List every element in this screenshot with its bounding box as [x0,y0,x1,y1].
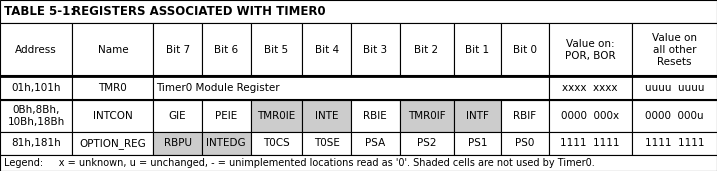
Text: xxxx  xxxx: xxxx xxxx [562,83,618,93]
Text: Bit 0: Bit 0 [513,45,537,55]
Bar [202,23,250,76]
Bar [0,23,72,76]
Bar [454,132,501,155]
Text: TMR0IE: TMR0IE [257,111,295,121]
Bar [549,100,632,132]
Bar [549,23,632,76]
Bar [351,132,399,155]
Text: REGISTERS ASSOCIATED WITH TIMER0: REGISTERS ASSOCIATED WITH TIMER0 [72,5,326,18]
Text: Bit 2: Bit 2 [414,45,439,55]
Text: INTEDG: INTEDG [206,138,246,148]
Text: uuuu  uuuu: uuuu uuuu [645,83,704,93]
Bar [72,23,153,76]
Bar [303,100,351,132]
Bar [351,23,399,76]
Text: 0000  000u: 0000 000u [645,111,703,121]
Text: RBIE: RBIE [364,111,387,121]
Bar [303,23,351,76]
Text: 1111  1111: 1111 1111 [645,138,704,148]
Text: Bit 5: Bit 5 [265,45,288,55]
Bar [632,23,717,76]
Bar [399,23,454,76]
Bar [501,100,549,132]
Bar [0,76,72,100]
Text: Bit 6: Bit 6 [214,45,238,55]
Bar [351,100,399,132]
Text: T0CS: T0CS [263,138,290,148]
Text: OPTION_REG: OPTION_REG [80,138,146,149]
Text: 0Bh,8Bh,
10Bh,18Bh: 0Bh,8Bh, 10Bh,18Bh [8,105,65,127]
Bar [632,100,717,132]
Text: PSA: PSA [365,138,385,148]
Text: TABLE 5-1:: TABLE 5-1: [4,5,75,18]
Text: INTE: INTE [315,111,338,121]
Text: Name: Name [98,45,128,55]
Bar [153,76,549,100]
Text: Address: Address [15,45,57,55]
Bar [72,100,153,132]
Bar [501,23,549,76]
Bar [501,132,549,155]
Text: Legend:     x = unknown, u = unchanged, - = unimplemented locations read as '0'.: Legend: x = unknown, u = unchanged, - = … [4,158,594,168]
Bar [0,132,72,155]
Text: PEIE: PEIE [215,111,237,121]
Text: 0000  000x: 0000 000x [561,111,619,121]
Bar [549,132,632,155]
Bar [202,132,250,155]
Text: Value on:
POR, BOR: Value on: POR, BOR [565,39,615,61]
Text: Value on
all other
Resets: Value on all other Resets [652,33,697,67]
Bar [549,76,632,100]
Bar [0,100,72,132]
Bar [153,23,202,76]
Bar [153,100,202,132]
Bar [72,76,153,100]
Text: 1111  1111: 1111 1111 [561,138,620,148]
Bar [632,76,717,100]
Text: INTCON: INTCON [93,111,133,121]
Text: Bit 1: Bit 1 [465,45,489,55]
Text: 01h,101h: 01h,101h [11,83,61,93]
Bar [399,100,454,132]
Bar [454,23,501,76]
Bar [202,100,250,132]
Text: Bit 3: Bit 3 [364,45,387,55]
Bar [250,132,303,155]
Bar [632,132,717,155]
Text: Timer0 Module Register: Timer0 Module Register [156,83,280,93]
Text: TMR0IF: TMR0IF [408,111,445,121]
Bar [0,155,717,171]
Bar [72,132,153,155]
Text: 81h,181h: 81h,181h [11,138,61,148]
Text: PS1: PS1 [467,138,487,148]
Text: RBIF: RBIF [513,111,536,121]
Bar [399,132,454,155]
Text: T0SE: T0SE [314,138,340,148]
Text: Bit 4: Bit 4 [315,45,338,55]
Text: PS0: PS0 [515,138,534,148]
Bar [250,23,303,76]
Bar [303,132,351,155]
Bar [454,100,501,132]
Bar [153,132,202,155]
Text: TMR0: TMR0 [98,83,127,93]
Bar [0,0,717,23]
Text: RBPU: RBPU [163,138,191,148]
Text: GIE: GIE [168,111,186,121]
Text: PS2: PS2 [417,138,436,148]
Bar [250,100,303,132]
Text: Bit 7: Bit 7 [166,45,190,55]
Text: INTF: INTF [466,111,489,121]
